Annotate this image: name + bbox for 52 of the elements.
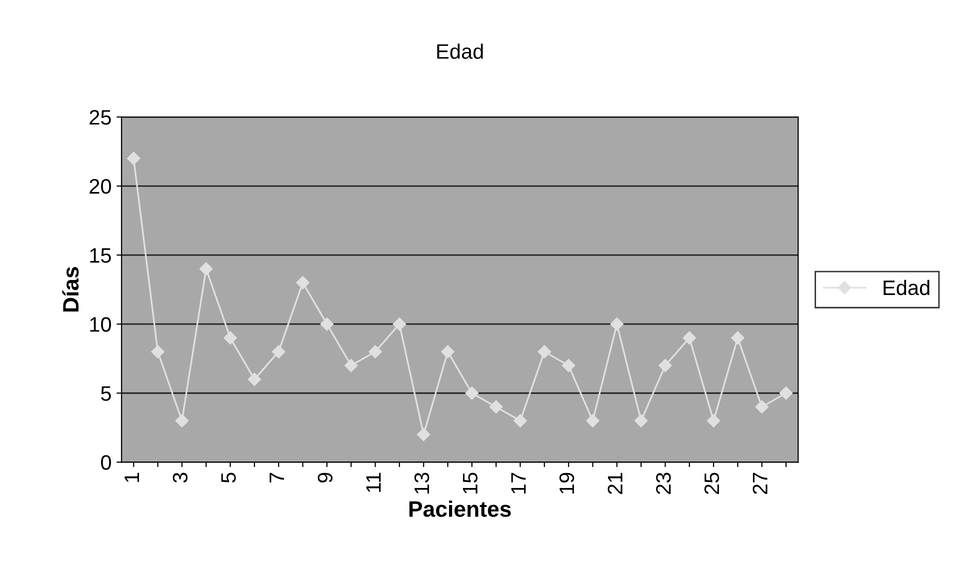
point: [610, 318, 624, 331]
point: [320, 318, 334, 331]
point: [731, 331, 744, 344]
point: [562, 358, 576, 372]
point: [272, 345, 286, 358]
x-tick-label: 27: [752, 472, 768, 494]
y-tick-label: 0: [101, 455, 112, 470]
point: [417, 428, 430, 442]
x-tick-label: 3: [172, 472, 188, 483]
point: [489, 400, 503, 414]
y-tick-label: 5: [101, 386, 111, 401]
point: [248, 372, 262, 386]
point: [151, 345, 164, 358]
x-tick-label: 9: [318, 472, 333, 482]
x-tick-label: 1: [124, 472, 140, 482]
y-axis-title: Días: [62, 267, 79, 312]
point: [755, 400, 768, 414]
point: [465, 386, 479, 400]
point: [634, 414, 648, 428]
x-tick-label: 13: [414, 472, 430, 494]
x-tick-label: 5: [221, 472, 236, 483]
legend-label: Edad: [884, 280, 930, 296]
x-axis-title: Pacientes: [409, 500, 511, 517]
point: [441, 345, 454, 358]
x-tick-label: 21: [608, 472, 622, 494]
point: [392, 318, 406, 331]
y-tick-label: 20: [90, 179, 112, 194]
y-tick-label: 25: [90, 110, 111, 125]
point: [175, 414, 189, 428]
x-tick-label: 19: [559, 472, 574, 494]
point: [368, 345, 382, 358]
point: [296, 276, 310, 290]
point: [706, 414, 720, 428]
x-tick-label: 11: [366, 472, 381, 492]
x-tick-label: 17: [511, 472, 526, 494]
point: [586, 414, 600, 428]
point: [514, 414, 527, 428]
point: [779, 386, 793, 400]
y-tick-label: 10: [90, 317, 112, 332]
point: [200, 262, 213, 276]
point: [127, 152, 140, 166]
point: [682, 331, 696, 344]
point: [344, 358, 358, 372]
x-tick-label: 7: [270, 472, 284, 482]
y-tick-label: 15: [90, 248, 111, 263]
point: [538, 345, 551, 358]
x-tick-label: 25: [704, 472, 720, 494]
chart-title: Edad: [437, 44, 483, 59]
point: [658, 358, 672, 372]
x-tick-label: 15: [462, 472, 478, 494]
point: [224, 331, 237, 344]
x-tick-label: 23: [656, 472, 671, 494]
